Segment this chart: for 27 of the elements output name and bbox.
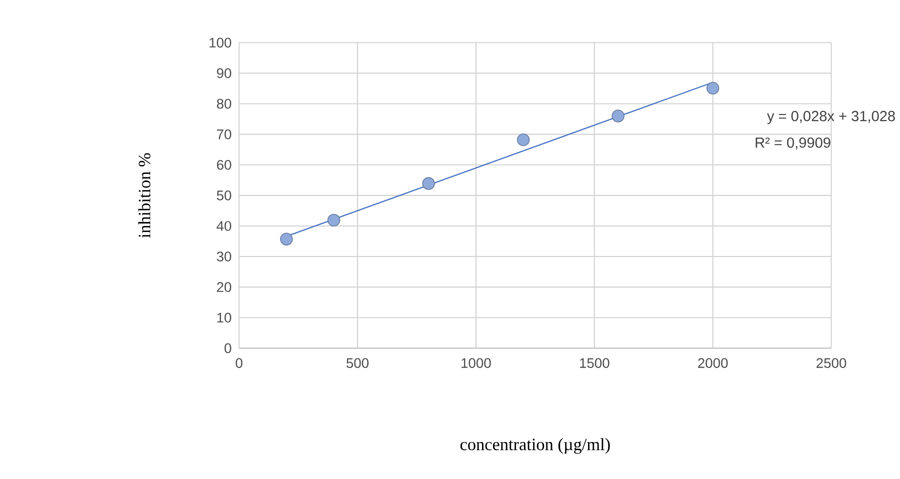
y-tick-label: 10 [217,312,232,322]
x-tick-label: 1000 [462,358,491,368]
y-tick-label: 60 [217,160,232,170]
point [612,110,624,122]
point [516,133,530,146]
y-tick-label: 100 [210,38,232,48]
x-tick-label: 500 [346,358,369,368]
y-tick-label: 50 [216,190,232,200]
x-tick-label: 0 [236,358,242,368]
annotation: R² = 0,9909 [756,137,830,150]
point [280,232,293,246]
point [422,177,435,190]
y-tick-label: 20 [217,282,232,292]
x-tick-label: 2000 [698,358,728,368]
annotation: y = 0,028x + 31,028 [767,110,895,124]
x-tick-label: 1500 [580,358,610,368]
y-tick-label: 70 [217,129,232,140]
y-tick-label: 0 [224,343,232,354]
point [327,214,340,226]
x-tick-label: 2500 [816,358,846,368]
x-axis-title: concentration (µg/ml) [460,438,610,454]
y-tick-label: 90 [216,68,232,78]
y-tick-label: 80 [216,98,232,109]
y-tick-label: 30 [216,252,232,262]
point [706,82,720,94]
y-axis-title: inhibition % [138,153,150,238]
y-tick-label: 40 [216,221,232,231]
